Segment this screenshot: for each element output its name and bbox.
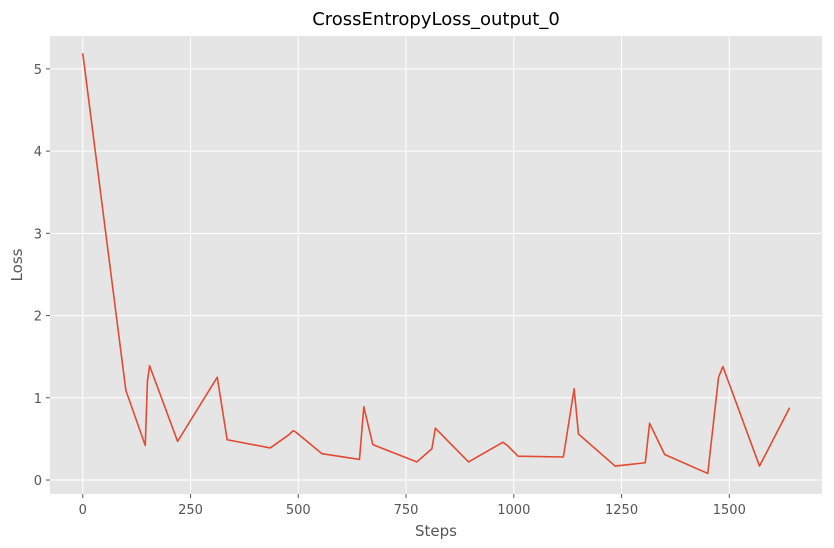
x-tick-label: 1000	[497, 503, 530, 518]
x-tick-label: 750	[394, 503, 419, 518]
y-tick-label: 5	[34, 63, 42, 78]
y-tick-label: 3	[34, 227, 42, 242]
gridlines	[50, 36, 822, 494]
plot-area	[50, 36, 822, 494]
chart-title: CrossEntropyLoss_output_0	[312, 9, 560, 30]
x-tick-label: 500	[286, 503, 311, 518]
y-tick-label: 0	[34, 474, 42, 489]
y-axis-label: Loss	[8, 248, 26, 281]
x-tick-label: 250	[178, 503, 203, 518]
ticks: 0 250 500 750 1000 1250 1500 0 1 2 3 4 5	[34, 63, 746, 518]
series-line	[81, 53, 791, 475]
x-tick-label: 0	[79, 503, 87, 518]
x-tick-label: 1250	[605, 503, 638, 518]
y-tick-label: 4	[34, 145, 42, 160]
y-tick-label: 1	[34, 392, 42, 407]
x-axis-label: Steps	[415, 522, 457, 540]
x-tick-label: 1500	[713, 503, 746, 518]
y-tick-label: 2	[34, 310, 42, 325]
